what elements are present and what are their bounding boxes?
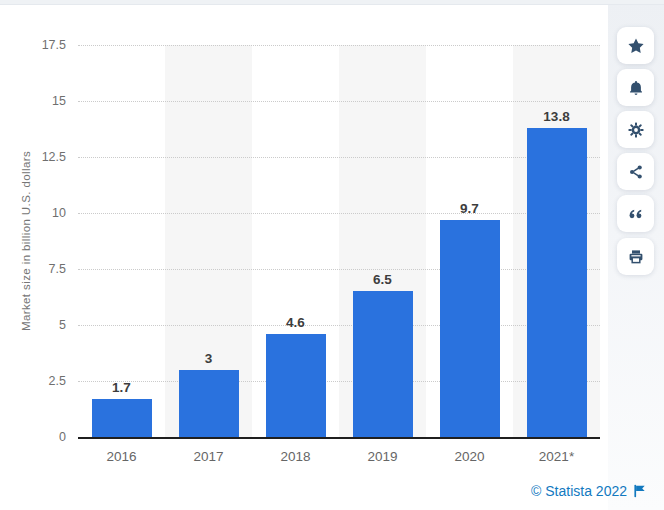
quote-icon [627, 205, 645, 223]
cite-button[interactable] [617, 195, 654, 232]
gridline [78, 213, 600, 214]
gridline [78, 157, 600, 158]
gridline [78, 269, 600, 270]
bar-value-label: 4.6 [256, 316, 336, 330]
y-tick-label: 2.5 [20, 375, 66, 388]
copyright-text: © Statista 2022 [531, 483, 627, 499]
bar-value-label: 9.7 [430, 202, 510, 216]
bar-2016[interactable] [92, 399, 152, 437]
bar-2019[interactable] [353, 291, 413, 437]
x-tick-label: 2020 [430, 449, 510, 464]
print-button[interactable] [617, 238, 654, 275]
gridline [78, 101, 600, 102]
bar-2020[interactable] [440, 220, 500, 437]
x-tick-label: 2019 [343, 449, 423, 464]
bar-value-label: 1.7 [82, 381, 162, 395]
favorite-button[interactable] [617, 27, 654, 64]
x-tick-label: 2016 [82, 449, 162, 464]
bar-value-label: 3 [169, 352, 249, 366]
x-axis-line [78, 437, 600, 439]
bar-2021*[interactable] [527, 128, 587, 437]
top-divider-band [0, 0, 664, 5]
star-icon [627, 37, 645, 55]
x-tick-label: 2018 [256, 449, 336, 464]
printer-icon [627, 248, 645, 266]
share-icon [627, 163, 645, 181]
statista-chart-page: 02.557.51012.51517.51.72016320174.620186… [0, 0, 664, 510]
y-axis-title: Market size in billion U.S. dollars [20, 151, 32, 331]
gridline [78, 325, 600, 326]
bar-2018[interactable] [266, 334, 326, 437]
settings-button[interactable] [617, 111, 654, 148]
bar-2017[interactable] [179, 370, 239, 437]
bar-value-label: 13.8 [517, 110, 597, 124]
statista-copyright-link[interactable]: © Statista 2022 [531, 483, 646, 499]
bell-icon [627, 79, 645, 97]
x-tick-label: 2021* [517, 449, 597, 464]
y-tick-label: 0 [20, 431, 66, 444]
side-toolbar [608, 0, 664, 510]
x-tick-label: 2017 [169, 449, 249, 464]
alerts-button[interactable] [617, 69, 654, 106]
share-button[interactable] [617, 153, 654, 190]
y-tick-label: 17.5 [20, 39, 66, 52]
y-tick-label: 15 [20, 95, 66, 108]
gridline [78, 45, 600, 46]
bar-value-label: 6.5 [343, 273, 423, 287]
gear-icon [627, 121, 645, 139]
flag-icon[interactable] [633, 484, 646, 498]
